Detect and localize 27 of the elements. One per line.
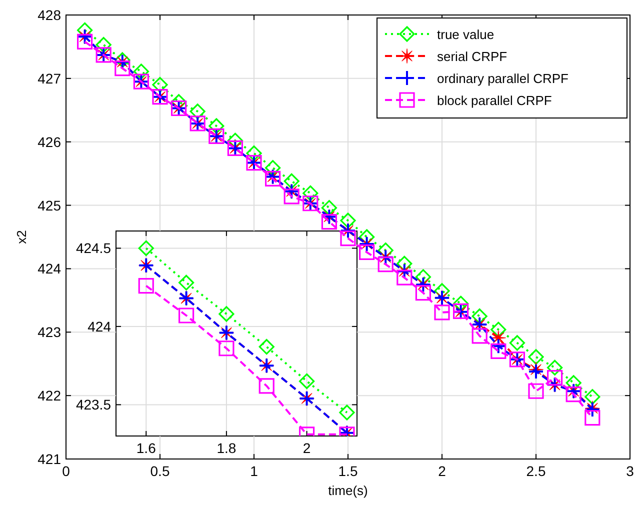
x-tick-label: 0	[62, 463, 70, 479]
y-tick-label: 421	[38, 451, 62, 467]
x-tick-label: 3	[626, 463, 634, 479]
x-tick-label: 2	[438, 463, 446, 479]
y-tick-label: 424.5	[76, 240, 112, 256]
x-tick-label: 1.5	[338, 463, 358, 479]
x-tick-label: 1	[250, 463, 258, 479]
legend-label: ordinary parallel CRPF	[437, 71, 569, 86]
y-tick-label: 422	[38, 388, 62, 404]
legend-label: serial CRPF	[437, 49, 508, 64]
y-tick-label: 423.5	[76, 396, 112, 413]
y-tick-label: 423	[38, 324, 62, 340]
x-tick-label: 1.8	[216, 440, 236, 456]
x-tick-label: 1.6	[136, 440, 156, 456]
y-tick-label: 426	[38, 134, 62, 150]
x-tick-label: 0.5	[150, 463, 170, 479]
legend-label: block parallel CRPF	[437, 93, 552, 108]
y-tick-label: 427	[38, 70, 62, 86]
y-axis-title: x2	[14, 230, 29, 244]
y-tick-label: 424	[38, 260, 62, 277]
x-tick-label: 2	[302, 440, 311, 456]
y-tick-label: 424	[88, 318, 112, 334]
x-axis-title: time(s)	[328, 483, 368, 498]
x-tick-label: 2.5	[526, 463, 546, 479]
y-tick-label: 428	[38, 7, 62, 23]
y-tick-label: 425	[38, 197, 62, 214]
legend-label: true value	[437, 27, 494, 42]
